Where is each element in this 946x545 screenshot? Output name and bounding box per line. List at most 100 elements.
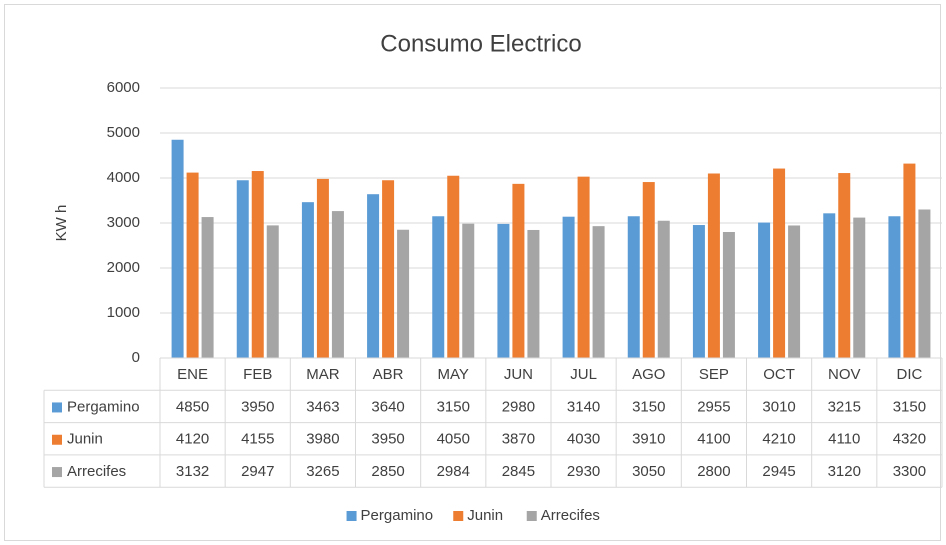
bar [657, 220, 670, 358]
table-value: 3910 [632, 431, 665, 448]
table-value: 4030 [567, 431, 600, 448]
table-value: 3150 [893, 398, 926, 415]
bar [838, 173, 851, 358]
bar [722, 232, 735, 358]
table-value: 4320 [893, 431, 926, 448]
table-value: 3870 [502, 431, 535, 448]
x-tick-label: JUN [504, 366, 533, 383]
table-value: 3132 [176, 463, 209, 480]
bar [301, 202, 314, 358]
table-value: 3120 [828, 463, 861, 480]
bar [577, 176, 590, 358]
x-tick-label: MAR [306, 366, 340, 383]
bar [367, 194, 380, 358]
x-tick-label: SEP [699, 366, 729, 383]
table-value: 4110 [828, 431, 860, 448]
x-tick-label: FEB [243, 366, 272, 383]
bar [201, 217, 214, 358]
table-value: 2947 [241, 463, 274, 480]
legend-label: Pergamino [361, 507, 434, 524]
table-value: 3950 [371, 431, 404, 448]
table-value: 2980 [502, 398, 535, 415]
y-tick-label: 2000 [107, 259, 140, 276]
y-tick-label: 5000 [107, 124, 140, 141]
x-tick-label: ENE [177, 366, 208, 383]
table-value: 2850 [371, 463, 404, 480]
bar [397, 229, 410, 358]
x-tick-label: OCT [763, 366, 795, 383]
bar [497, 223, 510, 358]
x-tick-label: DIC [896, 366, 922, 383]
table-value: 3150 [632, 398, 665, 415]
table-value: 3215 [828, 398, 861, 415]
table-legend-key [52, 402, 62, 413]
table-series-name: Arrecifes [67, 463, 126, 480]
table-value: 4850 [176, 398, 209, 415]
bar [527, 229, 540, 358]
table-value: 3300 [893, 463, 926, 480]
y-tick-label: 6000 [107, 79, 140, 96]
y-tick-label: 1000 [107, 304, 140, 321]
legend-key [346, 511, 357, 521]
table-value: 2800 [697, 463, 730, 480]
table-value: 2845 [502, 463, 535, 480]
table-value: 3265 [306, 463, 339, 480]
table-series-name: Junin [67, 431, 103, 448]
bar [266, 225, 279, 358]
x-tick-label: JUL [570, 366, 597, 383]
bar [627, 216, 640, 358]
table-legend-key [52, 434, 62, 445]
x-tick-label: NOV [828, 366, 861, 383]
table-value: 3140 [567, 398, 600, 415]
table-value: 3150 [437, 398, 470, 415]
table-value: 2984 [437, 463, 470, 480]
y-tick-label: 4000 [107, 169, 140, 186]
bar [512, 183, 525, 358]
x-tick-label: MAY [438, 366, 469, 383]
table-value: 3980 [306, 431, 339, 448]
bar [447, 175, 460, 358]
legend-key [453, 511, 464, 521]
bar [382, 180, 395, 358]
table-value: 4050 [437, 431, 470, 448]
legend-key [526, 511, 537, 521]
legend-label: Junin [467, 507, 503, 524]
chart-title: Consumo Electrico [380, 30, 581, 57]
table-value: 3463 [306, 398, 339, 415]
x-tick-label: AGO [632, 366, 665, 383]
bar [562, 216, 575, 358]
bar [888, 216, 901, 358]
table-value: 3050 [632, 463, 665, 480]
bar [788, 225, 801, 358]
table-value: 4100 [697, 431, 730, 448]
bar [853, 217, 866, 358]
y-tick-label: 3000 [107, 214, 140, 231]
table-legend-key [52, 467, 62, 478]
bar [236, 180, 249, 358]
bar [642, 182, 655, 358]
bar [773, 168, 786, 358]
bar [758, 222, 771, 358]
table-value: 4210 [762, 431, 795, 448]
bar [707, 173, 720, 358]
x-tick-label: ABR [373, 366, 404, 383]
table-value: 3950 [241, 398, 274, 415]
table-value: 2955 [697, 398, 730, 415]
bar [903, 163, 916, 358]
bar [918, 209, 931, 358]
bar [186, 172, 199, 358]
table-value: 2945 [762, 463, 795, 480]
y-axis-label: KW h [53, 205, 70, 242]
bar [592, 226, 605, 358]
table-value: 3640 [371, 398, 404, 415]
bar [432, 216, 445, 358]
bar [316, 178, 329, 358]
table-value: 3010 [762, 398, 795, 415]
bar [823, 213, 836, 358]
table-value: 4120 [176, 431, 209, 448]
bar [171, 139, 184, 358]
table-value: 4155 [241, 431, 274, 448]
table-series-name: Pergamino [67, 398, 140, 415]
bar [251, 171, 264, 358]
